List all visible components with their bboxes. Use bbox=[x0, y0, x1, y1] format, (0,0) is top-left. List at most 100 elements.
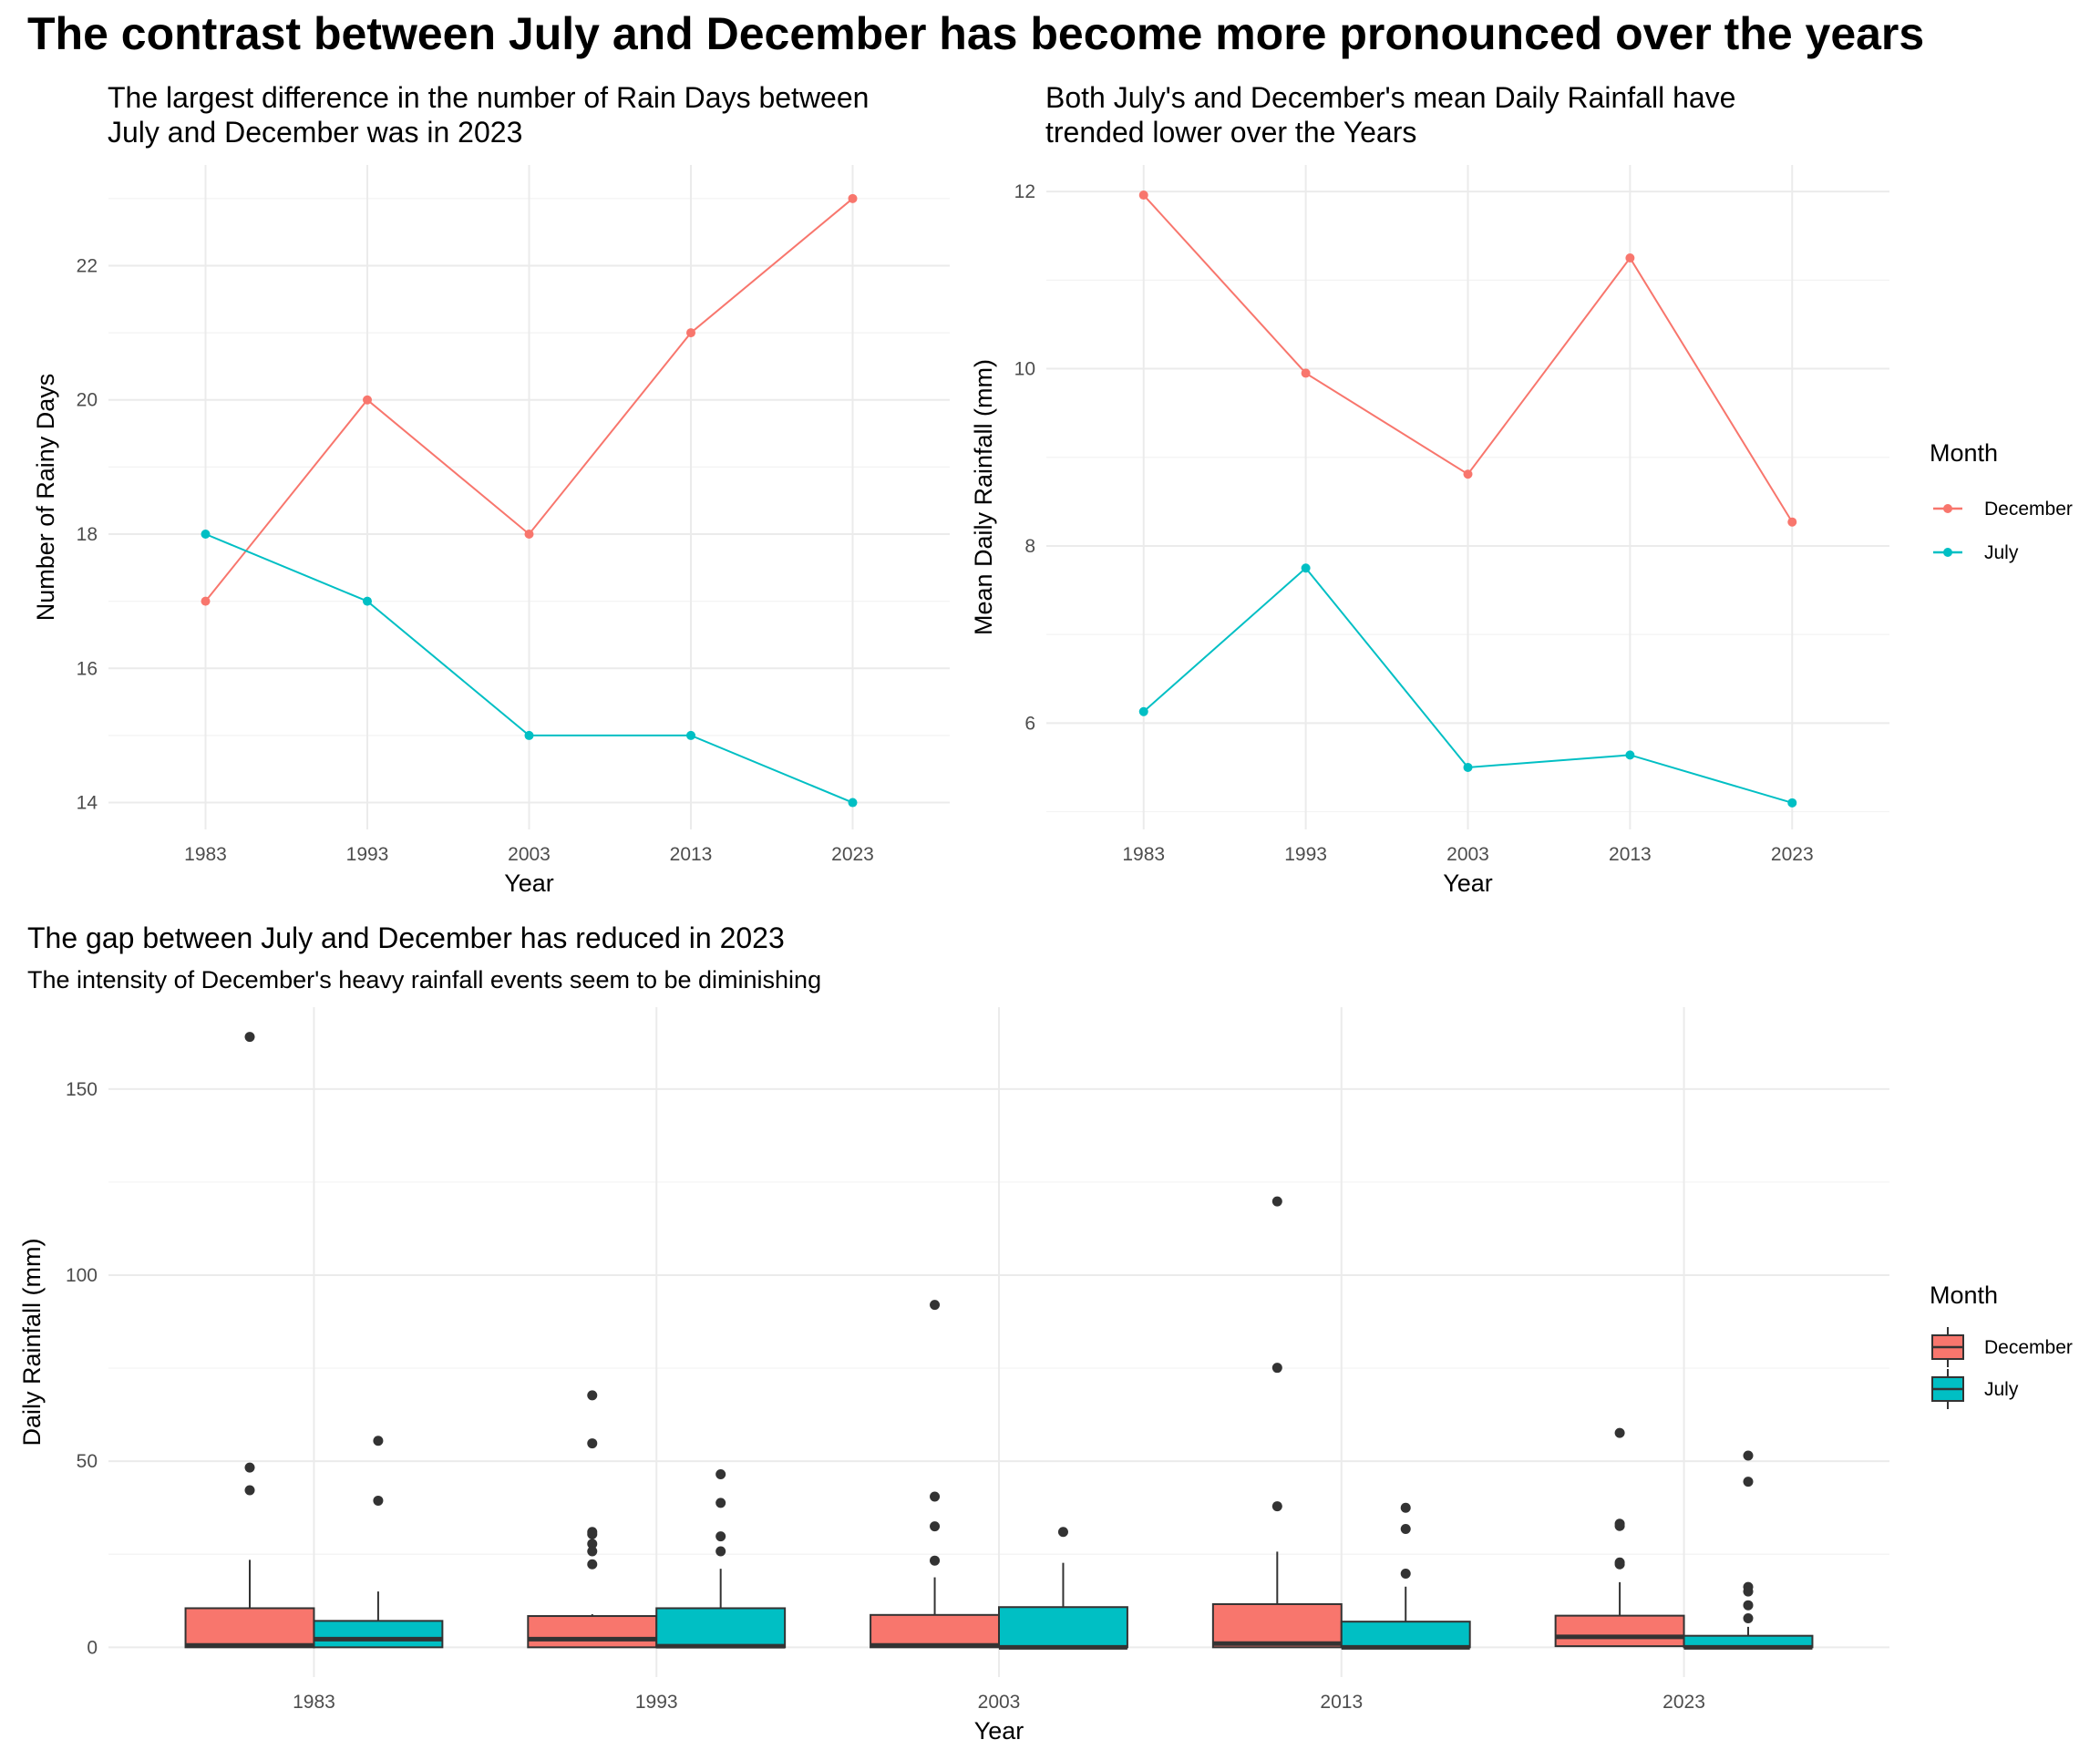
outlier-point bbox=[715, 1468, 726, 1479]
data-point-december bbox=[201, 596, 211, 606]
y-tick-label: 6 bbox=[1024, 713, 1035, 734]
data-point-december bbox=[1463, 469, 1473, 479]
outlier-point bbox=[1271, 1501, 1282, 1512]
box-july-2003 bbox=[998, 1527, 1128, 1650]
y-tick-label: 100 bbox=[66, 1265, 98, 1286]
data-point-december bbox=[1787, 517, 1797, 527]
outlier-point bbox=[587, 1546, 598, 1557]
x-tick-label: 2013 bbox=[1609, 844, 1652, 865]
outlier-point bbox=[1271, 1196, 1282, 1207]
outlier-point bbox=[373, 1495, 384, 1506]
outlier-point bbox=[1614, 1559, 1625, 1570]
y-axis-title: Number of Rainy Days bbox=[32, 374, 59, 622]
x-tick-label: 2003 bbox=[978, 1692, 1021, 1713]
x-tick-label: 2023 bbox=[1771, 844, 1814, 865]
legend-key-point bbox=[1943, 548, 1952, 557]
y-tick-label: 50 bbox=[77, 1451, 98, 1472]
box-iqr bbox=[870, 1613, 1001, 1649]
data-point-july bbox=[1301, 563, 1311, 573]
box-december-1983 bbox=[184, 1032, 315, 1649]
chart1-title-line2: July and December was in 2023 bbox=[108, 116, 523, 149]
outlier-point bbox=[1743, 1600, 1754, 1611]
chart2-title-line1: Both July's and December's mean Daily Ra… bbox=[1045, 81, 1736, 114]
data-point-july bbox=[524, 730, 534, 740]
outlier-point bbox=[587, 1438, 598, 1449]
data-point-july bbox=[1138, 706, 1148, 716]
box-iqr bbox=[527, 1615, 658, 1649]
x-tick-label: 2003 bbox=[1446, 844, 1489, 865]
box-iqr bbox=[998, 1606, 1128, 1649]
x-tick-label: 1993 bbox=[346, 844, 389, 865]
data-point-july bbox=[1463, 762, 1473, 772]
y-tick-label: 22 bbox=[77, 255, 98, 276]
data-point-december bbox=[1301, 368, 1311, 378]
x-tick-label: 2003 bbox=[508, 844, 551, 865]
y-tick-label: 12 bbox=[1014, 181, 1035, 202]
x-tick-label: 2023 bbox=[831, 844, 874, 865]
x-tick-label: 1983 bbox=[184, 844, 227, 865]
outlier-point bbox=[930, 1521, 941, 1532]
main-title: The contrast between July and December h… bbox=[27, 8, 1925, 59]
box-iqr bbox=[184, 1607, 315, 1649]
legend-key-point bbox=[1943, 504, 1952, 513]
outlier-point bbox=[715, 1546, 726, 1557]
y-tick-label: 0 bbox=[87, 1637, 98, 1658]
data-point-december bbox=[1625, 253, 1635, 263]
outlier-point bbox=[1400, 1568, 1411, 1579]
outlier-point bbox=[1614, 1427, 1625, 1438]
box-july-2013 bbox=[1340, 1502, 1471, 1650]
x-tick-label: 1993 bbox=[1284, 844, 1327, 865]
outlier-point bbox=[1614, 1520, 1625, 1531]
data-point-december bbox=[848, 193, 858, 203]
data-point-july bbox=[686, 730, 695, 740]
box-iqr bbox=[313, 1620, 444, 1649]
outlier-point bbox=[1743, 1612, 1754, 1623]
box-july-1993 bbox=[655, 1468, 787, 1649]
y-tick-label: 10 bbox=[1014, 359, 1035, 380]
outlier-point bbox=[1743, 1586, 1754, 1597]
data-point-july bbox=[848, 798, 858, 808]
data-point-july bbox=[1625, 750, 1635, 760]
outlier-point bbox=[587, 1390, 598, 1401]
y-tick-label: 8 bbox=[1024, 536, 1035, 557]
data-point-december bbox=[1138, 190, 1148, 201]
outlier-point bbox=[715, 1498, 726, 1508]
data-point-december bbox=[686, 328, 695, 338]
x-axis-title: Year bbox=[1443, 870, 1493, 897]
box-december-2003 bbox=[870, 1300, 1001, 1649]
box-iqr bbox=[1554, 1614, 1685, 1648]
chart3-title: The gap between July and December has re… bbox=[27, 921, 785, 954]
x-tick-label: 2023 bbox=[1662, 1692, 1705, 1713]
outlier-point bbox=[244, 1032, 255, 1043]
outlier-point bbox=[1743, 1477, 1754, 1488]
data-point-december bbox=[524, 530, 534, 539]
box-december-1993 bbox=[527, 1390, 658, 1649]
y-tick-label: 150 bbox=[66, 1079, 98, 1100]
outlier-point bbox=[587, 1559, 598, 1570]
outlier-point bbox=[930, 1555, 941, 1566]
outlier-point bbox=[244, 1485, 255, 1496]
line-chart-1 bbox=[1046, 165, 1962, 829]
box-iqr bbox=[1340, 1621, 1471, 1649]
y-tick-label: 16 bbox=[77, 658, 98, 679]
outlier-point bbox=[1057, 1527, 1068, 1538]
x-tick-label: 2013 bbox=[1320, 1692, 1363, 1713]
chart2-title-line2: trended lower over the Years bbox=[1045, 116, 1417, 149]
data-point-july bbox=[363, 596, 372, 606]
chart3-subtitle: The intensity of December's heavy rainfa… bbox=[27, 966, 822, 993]
box-july-2023 bbox=[1683, 1450, 1814, 1650]
y-axis-title: Daily Rainfall (mm) bbox=[18, 1238, 46, 1446]
outlier-point bbox=[930, 1300, 941, 1311]
x-tick-label: 1983 bbox=[293, 1692, 335, 1713]
box-december-2013 bbox=[1211, 1196, 1343, 1649]
box-july-1983 bbox=[313, 1436, 444, 1649]
x-tick-label: 2013 bbox=[670, 844, 713, 865]
legend-label: July bbox=[1984, 1379, 2019, 1400]
legend-title: Month bbox=[1930, 439, 1998, 467]
outlier-point bbox=[715, 1531, 726, 1542]
boxplot-chart bbox=[108, 1007, 1964, 1677]
y-tick-label: 14 bbox=[77, 793, 98, 814]
outlier-point bbox=[930, 1491, 941, 1502]
box-december-2023 bbox=[1554, 1427, 1685, 1648]
